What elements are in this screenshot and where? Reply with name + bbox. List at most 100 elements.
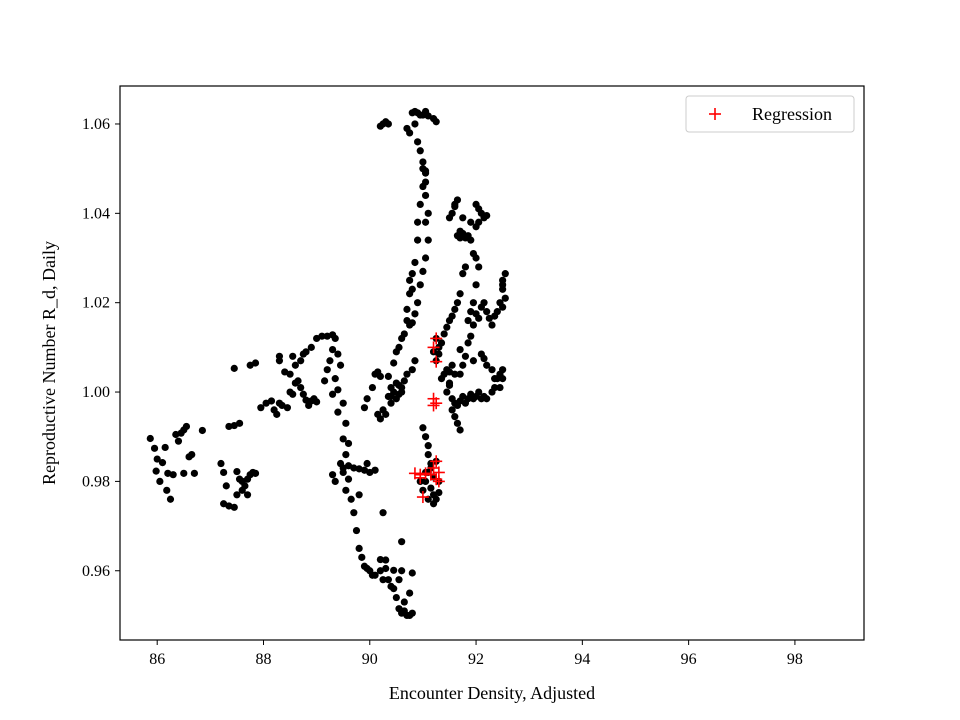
y-tick-label: 0.96 bbox=[82, 563, 110, 580]
data-point bbox=[390, 359, 398, 367]
data-point bbox=[257, 404, 265, 412]
x-tick-label: 86 bbox=[149, 651, 165, 668]
data-point bbox=[419, 486, 427, 494]
data-point bbox=[443, 388, 451, 396]
data-point bbox=[456, 234, 464, 242]
data-point bbox=[233, 467, 241, 476]
plot-frame bbox=[119, 85, 865, 641]
data-point bbox=[163, 486, 171, 494]
data-point bbox=[437, 339, 446, 347]
data-point bbox=[190, 469, 198, 477]
data-point bbox=[435, 350, 443, 358]
data-point bbox=[395, 576, 403, 584]
data-point bbox=[382, 410, 390, 418]
regression-point bbox=[430, 355, 443, 368]
data-point bbox=[360, 404, 369, 412]
data-point bbox=[488, 321, 496, 329]
data-point bbox=[459, 270, 467, 278]
regression-point bbox=[416, 491, 429, 504]
data-point bbox=[419, 267, 427, 276]
data-point bbox=[220, 468, 228, 477]
data-point bbox=[379, 576, 387, 584]
regression-point bbox=[427, 341, 440, 354]
data-point bbox=[451, 370, 459, 378]
x-tick-label: 94 bbox=[574, 651, 590, 668]
data-point bbox=[419, 158, 427, 166]
y-tick-label: 1.02 bbox=[82, 295, 110, 312]
data-point bbox=[501, 294, 509, 302]
data-point bbox=[403, 370, 411, 378]
data-point bbox=[472, 254, 480, 262]
data-point bbox=[406, 589, 414, 597]
data-point bbox=[342, 450, 350, 459]
data-point bbox=[448, 361, 456, 369]
data-point bbox=[451, 305, 459, 313]
data-point bbox=[342, 486, 350, 494]
data-point bbox=[445, 381, 454, 389]
data-point bbox=[424, 442, 432, 450]
data-point bbox=[352, 526, 361, 535]
data-point bbox=[355, 544, 363, 553]
data-point bbox=[235, 419, 244, 427]
data-point bbox=[461, 263, 470, 271]
data-point bbox=[339, 468, 347, 477]
data-point bbox=[464, 316, 472, 325]
data-point bbox=[451, 413, 459, 421]
data-point bbox=[408, 366, 416, 374]
data-point bbox=[464, 339, 472, 347]
data-point bbox=[180, 469, 188, 477]
data-point bbox=[456, 345, 464, 354]
data-point bbox=[326, 357, 334, 365]
data-point bbox=[421, 433, 430, 441]
data-point bbox=[344, 439, 353, 448]
regression-point bbox=[432, 475, 445, 488]
data-point bbox=[152, 467, 160, 475]
data-point bbox=[448, 406, 456, 414]
data-point bbox=[384, 576, 392, 584]
data-point bbox=[166, 495, 175, 503]
data-point bbox=[419, 424, 427, 432]
data-point bbox=[416, 200, 424, 208]
data-point bbox=[491, 375, 499, 383]
data-point bbox=[459, 214, 467, 222]
data-point bbox=[499, 281, 507, 289]
data-point bbox=[376, 555, 384, 564]
data-point bbox=[158, 459, 167, 467]
data-point bbox=[467, 236, 475, 244]
data-point bbox=[448, 209, 456, 217]
data-point bbox=[414, 236, 422, 244]
data-point bbox=[432, 118, 440, 126]
data-point bbox=[355, 491, 363, 499]
data-point bbox=[400, 330, 408, 338]
legend: Regression bbox=[685, 95, 855, 133]
data-point bbox=[297, 357, 305, 365]
data-point bbox=[299, 390, 307, 398]
data-point bbox=[318, 332, 326, 340]
data-point bbox=[390, 566, 398, 574]
data-point bbox=[488, 366, 496, 374]
data-point bbox=[424, 450, 432, 459]
data-point bbox=[483, 395, 491, 403]
data-point bbox=[363, 459, 371, 468]
data-point bbox=[230, 503, 238, 511]
data-point bbox=[382, 564, 390, 573]
data-point bbox=[384, 372, 392, 381]
data-point bbox=[331, 375, 339, 383]
data-point bbox=[499, 303, 507, 311]
data-point bbox=[411, 357, 419, 365]
data-point bbox=[368, 383, 377, 392]
data-point bbox=[427, 484, 435, 492]
data-point bbox=[414, 218, 422, 226]
data-point bbox=[453, 299, 462, 307]
data-point bbox=[371, 571, 379, 579]
data-point bbox=[408, 270, 416, 278]
data-point bbox=[198, 426, 206, 435]
data-point bbox=[406, 276, 414, 284]
data-point bbox=[475, 388, 483, 396]
data-point bbox=[342, 419, 350, 427]
data-point bbox=[392, 593, 400, 602]
data-point bbox=[334, 408, 342, 416]
data-point bbox=[384, 392, 392, 401]
data-point bbox=[472, 281, 480, 289]
data-point bbox=[421, 477, 430, 485]
